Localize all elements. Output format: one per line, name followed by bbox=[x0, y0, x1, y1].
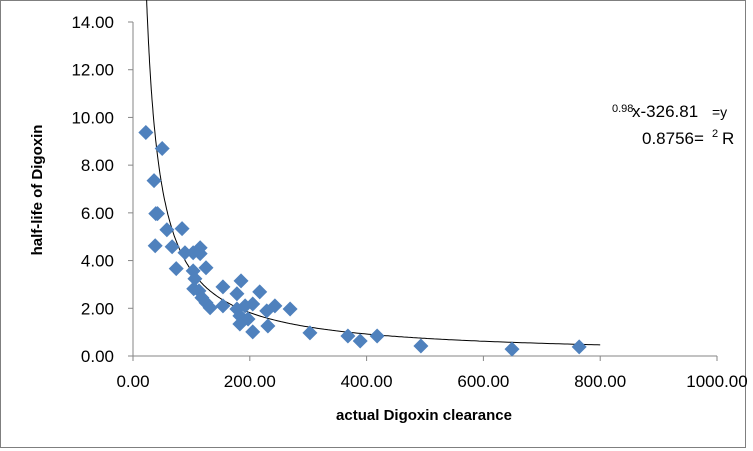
y-tick-label: 12.00 bbox=[71, 61, 114, 80]
data-point bbox=[245, 324, 261, 340]
r2-value: 0.8756= bbox=[642, 129, 704, 148]
y-tick-label: 2.00 bbox=[81, 299, 114, 318]
data-point bbox=[159, 222, 175, 238]
y-axis-title: half-life of Digoxin bbox=[29, 125, 46, 256]
x-tick-label: 800.00 bbox=[574, 372, 626, 391]
y-tick-label: 4.00 bbox=[81, 252, 114, 271]
x-tick-label: 600.00 bbox=[457, 372, 509, 391]
data-point bbox=[174, 221, 190, 237]
data-point bbox=[233, 273, 249, 289]
data-point bbox=[202, 300, 218, 316]
data-point bbox=[198, 260, 214, 276]
y-tick-label: 0.00 bbox=[81, 347, 114, 366]
trendline bbox=[146, 0, 601, 346]
x-tick-label: 400.00 bbox=[341, 372, 393, 391]
equation-main: x-326.81 bbox=[632, 102, 698, 121]
y-tick-label: 8.00 bbox=[81, 156, 114, 175]
data-point bbox=[352, 333, 368, 349]
data-point bbox=[413, 338, 429, 354]
data-point bbox=[138, 124, 154, 140]
data-point bbox=[260, 318, 276, 334]
data-point bbox=[245, 296, 261, 312]
data-point bbox=[302, 325, 318, 341]
data-point bbox=[164, 239, 180, 255]
data-point bbox=[147, 238, 163, 254]
equation-tail: =y bbox=[712, 104, 727, 120]
y-tick-label: 14.00 bbox=[71, 13, 114, 32]
x-tick-label: 200.00 bbox=[224, 372, 276, 391]
equation-exponent: 0.98 bbox=[612, 103, 633, 115]
r2-superscript: 2 bbox=[712, 128, 718, 140]
x-tick-label: 0.00 bbox=[116, 372, 149, 391]
data-point bbox=[340, 328, 356, 344]
data-point bbox=[504, 341, 520, 357]
data-point bbox=[252, 284, 268, 300]
y-tick-label: 10.00 bbox=[71, 108, 114, 127]
data-point bbox=[146, 173, 162, 189]
data-point bbox=[150, 206, 166, 222]
data-point bbox=[192, 246, 208, 262]
data-point bbox=[215, 298, 231, 314]
data-point bbox=[571, 339, 587, 355]
x-axis-title: actual Digoxin clearance bbox=[336, 407, 512, 424]
data-point bbox=[168, 261, 184, 277]
data-point bbox=[369, 328, 385, 344]
data-point bbox=[215, 279, 231, 295]
data-point bbox=[232, 316, 248, 332]
data-point bbox=[229, 286, 245, 302]
data-point bbox=[154, 140, 170, 156]
data-point bbox=[187, 271, 203, 287]
x-tick-label: 1000.00 bbox=[686, 372, 747, 391]
y-tick-label: 6.00 bbox=[81, 204, 114, 223]
data-point bbox=[177, 245, 193, 261]
data-point bbox=[267, 298, 283, 314]
r2-label: R bbox=[722, 129, 734, 148]
data-point bbox=[282, 301, 298, 317]
